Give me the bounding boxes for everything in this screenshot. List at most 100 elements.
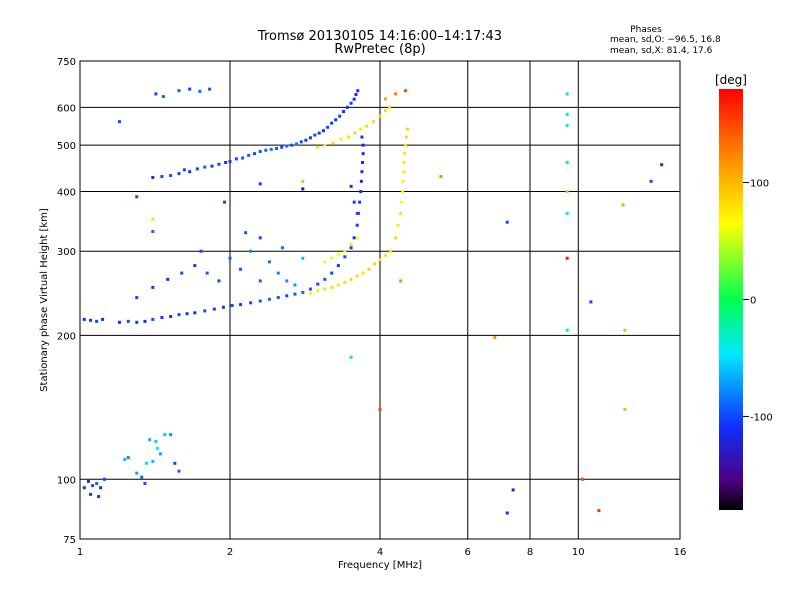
data-point [367, 267, 371, 271]
colorbar-tick-label: 100 [750, 179, 769, 190]
y-tick-label: 750 [57, 57, 76, 68]
data-point [95, 481, 99, 485]
data-point [354, 93, 358, 97]
data-point [155, 446, 159, 450]
data-point [91, 484, 95, 488]
data-point [148, 438, 152, 442]
data-point [151, 217, 155, 221]
data-point [330, 256, 334, 260]
data-point [163, 433, 167, 437]
data-point [623, 407, 627, 411]
data-point [258, 299, 262, 303]
data-point [99, 486, 103, 490]
data-point [285, 279, 289, 283]
y-tick-label: 600 [57, 103, 76, 114]
data-point [565, 123, 569, 127]
data-point [343, 255, 347, 259]
data-point [198, 89, 202, 93]
data-point [117, 320, 121, 324]
chart-subtitle: RwPretec (8p) [334, 42, 425, 57]
data-point [355, 236, 359, 240]
data-point [355, 223, 359, 227]
data-point [126, 456, 130, 460]
data-point [343, 281, 347, 285]
data-point [359, 189, 363, 193]
data-point [334, 118, 338, 122]
data-point [173, 461, 177, 465]
data-point [135, 195, 139, 199]
data-point [352, 97, 356, 101]
data-point [193, 311, 197, 315]
data-point [135, 320, 139, 324]
data-point [123, 457, 127, 461]
data-point [210, 164, 214, 168]
stats-line-x: mean, sd,X: 81.4, 17.6 [610, 46, 713, 56]
data-point [623, 328, 627, 332]
data-point [280, 145, 284, 149]
data-point [342, 110, 346, 114]
data-point [188, 170, 192, 174]
data-point [228, 256, 232, 260]
data-point [349, 355, 353, 359]
data-point [264, 148, 268, 152]
data-point [394, 236, 398, 240]
data-point [330, 121, 334, 125]
data-point [143, 319, 147, 323]
colorbar-ticks: 100 0 -100 [743, 179, 773, 423]
colorbar-gradient [719, 89, 743, 510]
data-point [135, 471, 139, 475]
x-tick-label: 4 [377, 547, 383, 558]
data-point [249, 249, 253, 253]
data-point [378, 258, 382, 262]
data-point [223, 200, 227, 204]
data-point [95, 319, 99, 323]
data-point [301, 187, 305, 191]
data-point [388, 105, 392, 109]
data-point [316, 145, 320, 149]
data-point [565, 256, 569, 260]
data-point [361, 160, 365, 164]
data-point [249, 301, 253, 305]
data-point [188, 87, 192, 91]
data-point [244, 231, 248, 235]
data-point [203, 165, 207, 169]
y-tick-label: 100 [57, 475, 76, 486]
data-point [169, 174, 173, 178]
data-point [82, 317, 86, 321]
data-point [86, 479, 90, 483]
y-tick-label: 300 [57, 247, 76, 258]
data-point [304, 138, 308, 142]
y-tick-label: 75 [63, 535, 76, 546]
data-point [383, 253, 387, 257]
data-point [267, 260, 271, 264]
data-point [371, 120, 375, 124]
data-point [180, 271, 184, 275]
stats-heading: Phases [630, 25, 662, 35]
data-point [193, 264, 197, 268]
data-point [89, 492, 93, 496]
data-point [151, 459, 155, 463]
data-point [361, 271, 365, 275]
data-point [276, 271, 280, 275]
data-point [275, 147, 279, 151]
data-point [336, 253, 340, 257]
data-point [228, 160, 232, 164]
data-point [281, 246, 285, 250]
data-point [401, 179, 405, 183]
data-point [145, 461, 149, 465]
data-point [82, 486, 86, 490]
data-point [185, 312, 189, 316]
data-point [166, 277, 170, 281]
data-point [258, 182, 262, 186]
data-point [396, 223, 400, 227]
data-point [276, 296, 280, 300]
data-point [359, 179, 363, 183]
data-point [224, 160, 228, 164]
data-point [349, 242, 353, 246]
data-point [336, 264, 340, 268]
colorbar-tick-label: 0 [750, 296, 756, 307]
data-point [295, 142, 299, 146]
data-point [493, 335, 497, 339]
data-point [347, 135, 351, 139]
data-point [217, 279, 221, 283]
